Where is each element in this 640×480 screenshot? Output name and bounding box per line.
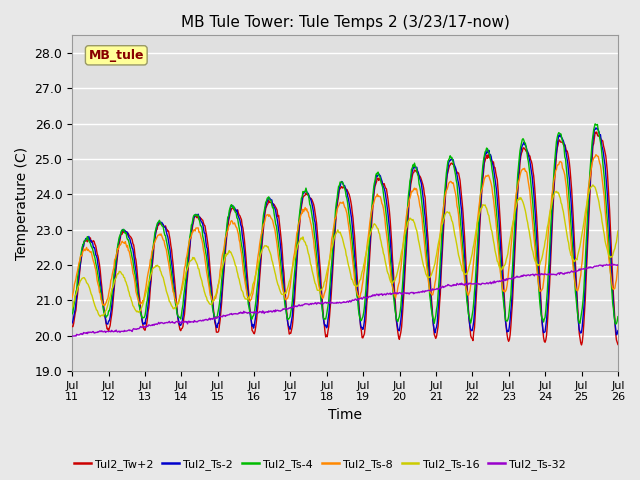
Y-axis label: Temperature (C): Temperature (C) — [15, 146, 29, 260]
Text: MB_tule: MB_tule — [88, 49, 144, 62]
X-axis label: Time: Time — [328, 408, 362, 422]
Legend: Tul2_Tw+2, Tul2_Ts-2, Tul2_Ts-4, Tul2_Ts-8, Tul2_Ts-16, Tul2_Ts-32: Tul2_Tw+2, Tul2_Ts-2, Tul2_Ts-4, Tul2_Ts… — [69, 455, 571, 474]
Title: MB Tule Tower: Tule Temps 2 (3/23/17-now): MB Tule Tower: Tule Temps 2 (3/23/17-now… — [180, 15, 509, 30]
